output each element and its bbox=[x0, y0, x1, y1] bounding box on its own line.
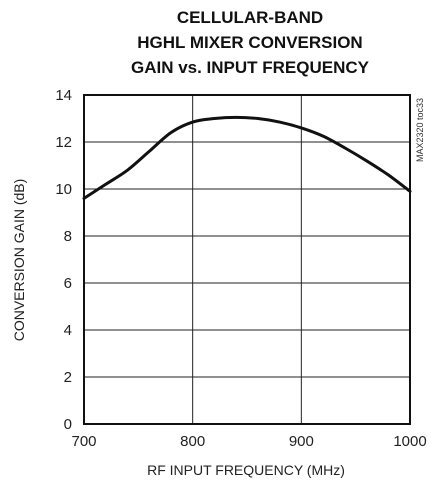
y-tick-label: 4 bbox=[64, 322, 72, 339]
y-tick-label: 10 bbox=[55, 181, 72, 198]
y-tick-label: 2 bbox=[64, 369, 72, 386]
y-tick-label: 12 bbox=[55, 134, 72, 151]
y-tick-label: 14 bbox=[55, 87, 72, 104]
plot-area-frame bbox=[83, 94, 411, 425]
x-tick-label: 800 bbox=[180, 433, 205, 450]
y-tick-label: 0 bbox=[64, 416, 72, 433]
y-tick-label: 8 bbox=[64, 228, 72, 245]
grid-lines bbox=[84, 95, 410, 424]
x-tick-label: 1000 bbox=[393, 433, 426, 450]
tick-labels: 0 2 4 6 8 10 12 14 700 800 900 1000 bbox=[55, 87, 426, 450]
x-tick-label: 900 bbox=[289, 433, 314, 450]
y-tick-label: 6 bbox=[64, 275, 72, 292]
chart-title-line-2: HGHL MIXER CONVERSION bbox=[137, 33, 362, 52]
chart-title-line-1: CELLULAR-BAND bbox=[177, 8, 323, 27]
chart-title-line-3: GAIN vs. INPUT FREQUENCY bbox=[131, 58, 370, 77]
figure-code-note: MAX2320 toc33 bbox=[415, 98, 425, 162]
x-axis-label: RF INPUT FREQUENCY (MHz) bbox=[147, 462, 345, 478]
gain-curve-line bbox=[82, 115, 412, 200]
x-tick-label: 700 bbox=[71, 433, 96, 450]
y-axis-label: CONVERSION GAIN (dB) bbox=[11, 179, 27, 342]
